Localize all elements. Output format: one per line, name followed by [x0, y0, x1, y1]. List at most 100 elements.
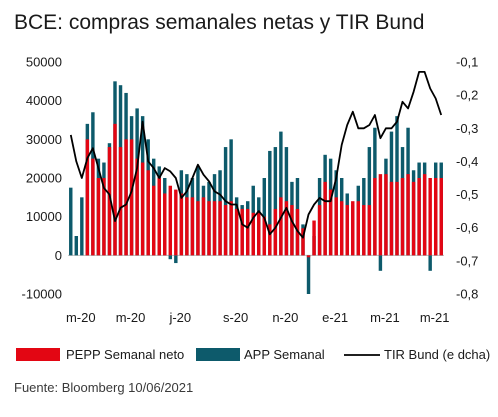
app-bar — [174, 255, 178, 264]
pepp-bar — [301, 228, 305, 256]
pepp-bar — [312, 220, 316, 256]
x-tick-label: e-21 — [322, 310, 348, 325]
pepp-bar — [317, 205, 322, 256]
y-right-tick-label: -0,8 — [456, 287, 478, 302]
y-right-tick-label: -0,6 — [456, 220, 478, 235]
y-right-tick-label: -0,1 — [456, 55, 478, 70]
pepp-bar — [212, 201, 217, 256]
pepp-bar — [411, 181, 416, 256]
app-bar — [80, 197, 84, 256]
x-tick-label: j-20 — [168, 310, 191, 325]
y-left-tick-label: 0 — [55, 248, 62, 263]
source-note: Fuente: Bloomberg 10/06/2021 — [14, 380, 193, 395]
pepp-bar — [290, 205, 294, 256]
pepp-bar — [306, 255, 311, 258]
pepp-bar — [389, 181, 394, 256]
pepp-bar — [384, 174, 388, 256]
app-bar — [74, 236, 79, 256]
pepp-bar — [257, 212, 261, 256]
legend: PEPP Semanal neto APP Semanal TIR Bund (e … — [16, 347, 490, 362]
pepp-bar — [328, 189, 333, 256]
pepp-bar — [118, 147, 123, 256]
y-right-tick-label: -0,5 — [456, 187, 478, 202]
pepp-bar — [129, 139, 134, 256]
pepp-bar — [284, 201, 289, 256]
pepp-bar — [218, 201, 222, 256]
pepp-bar — [190, 197, 195, 256]
x-tick-label: m-20 — [116, 310, 146, 325]
y-right-tick-label: -0,3 — [456, 121, 478, 136]
pepp-bar — [102, 178, 106, 256]
pepp-bar — [339, 201, 344, 256]
pepp-bar — [229, 201, 233, 256]
pepp-bar — [439, 178, 443, 256]
app-bar — [378, 255, 383, 271]
pepp-bar — [345, 205, 349, 256]
chart-title: BCE: compras semanales netas y TIR Bund — [14, 11, 424, 34]
pepp-bar — [351, 201, 355, 256]
pepp-bar — [146, 170, 150, 256]
x-tick-label: m-20 — [66, 310, 96, 325]
pepp-bar — [334, 197, 338, 256]
pepp-bar — [91, 158, 95, 256]
pepp-bar — [157, 178, 161, 256]
bars-layer — [69, 81, 443, 294]
pepp-bar — [279, 197, 283, 256]
pepp-bar — [163, 193, 167, 256]
pepp-bar — [367, 205, 372, 256]
pepp-bar — [135, 158, 139, 256]
y-axis-left: -10000 0 10000 20000 30000 40000 50000 — [22, 55, 62, 302]
legend-swatch-app — [196, 348, 240, 361]
y-left-tick-label: 40000 — [26, 93, 62, 108]
y-left-tick-label: 10000 — [26, 209, 62, 224]
x-tick-label: m-21 — [420, 310, 450, 325]
pepp-bar — [245, 208, 250, 256]
y-left-tick-label: 50000 — [26, 55, 62, 70]
app-bar — [306, 255, 311, 294]
app-bar — [69, 187, 73, 256]
legend-label-bund: TIR Bund (e dcha) — [384, 347, 490, 362]
pepp-bar — [240, 208, 244, 256]
app-bar — [268, 150, 272, 256]
app-bar — [168, 255, 173, 260]
pepp-bar — [323, 181, 327, 256]
y-right-tick-label: -0,7 — [456, 253, 478, 268]
pepp-bar — [151, 185, 156, 256]
pepp-bar — [201, 197, 206, 256]
pepp-bar — [395, 181, 399, 256]
pepp-bar — [174, 189, 178, 256]
pepp-bar — [378, 174, 383, 256]
pepp-bar — [251, 212, 255, 256]
app-bar — [367, 147, 372, 256]
pepp-bar — [422, 174, 427, 256]
pepp-bar — [196, 201, 200, 256]
pepp-bar — [168, 185, 173, 256]
app-bar — [229, 139, 233, 256]
pepp-bar — [417, 178, 421, 256]
x-axis: m-20 m-20 j-20 s-20 n-20 e-21 m-21 m-21 — [66, 310, 450, 325]
pepp-bar — [406, 174, 410, 256]
pepp-bar — [273, 208, 278, 256]
pepp-bar — [96, 178, 101, 256]
pepp-bar — [113, 123, 117, 256]
legend-label-pepp: PEPP Semanal neto — [66, 347, 184, 362]
legend-swatch-pepp — [16, 348, 60, 361]
y-left-tick-label: 30000 — [26, 132, 62, 147]
line-layer — [69, 71, 443, 239]
pepp-bar — [428, 178, 432, 256]
app-bar — [273, 147, 278, 256]
pepp-bar — [400, 178, 405, 256]
pepp-bar — [234, 208, 239, 256]
app-bar — [428, 255, 432, 271]
bund-line — [69, 71, 443, 239]
x-tick-label: s-20 — [223, 310, 248, 325]
pepp-bar — [223, 205, 228, 256]
y-left-tick-label: 20000 — [26, 171, 62, 186]
y-left-tick-label: -10000 — [22, 287, 62, 302]
pepp-bar — [433, 178, 438, 256]
pepp-bar — [207, 201, 211, 256]
pepp-bar — [179, 193, 184, 256]
y-right-tick-label: -0,2 — [456, 88, 478, 103]
pepp-bar — [124, 139, 128, 256]
